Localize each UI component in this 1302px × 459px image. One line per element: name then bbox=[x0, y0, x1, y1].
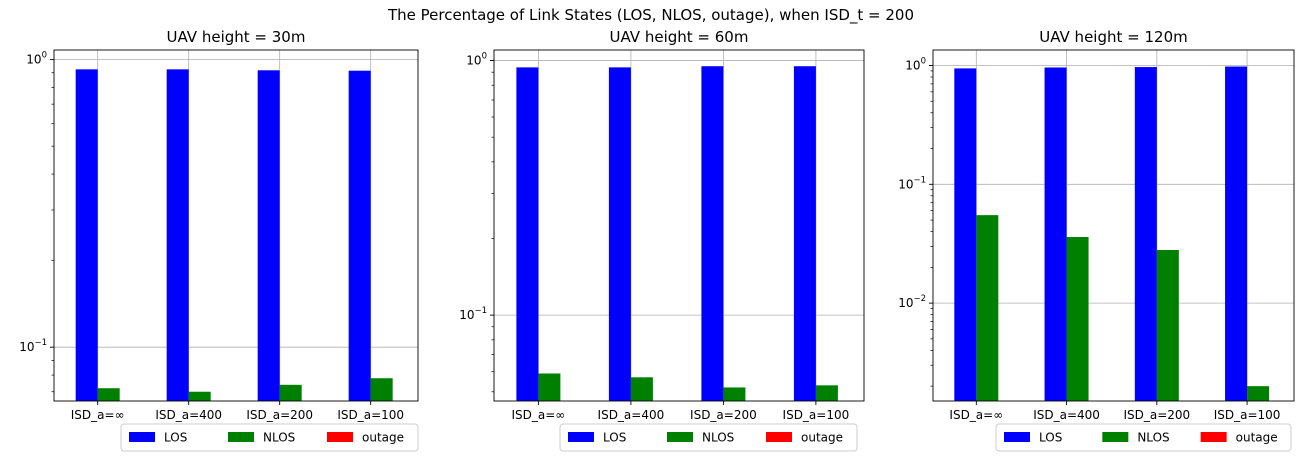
bars bbox=[75, 69, 393, 402]
axes-frame bbox=[932, 49, 1295, 402]
bar-nlos-2 bbox=[188, 391, 211, 401]
y-tick-labels: 100 10−1 bbox=[19, 51, 54, 354]
chart-title: UAV height = 60m bbox=[610, 28, 749, 46]
y-tick-labels: 100 10−1 10−2 bbox=[898, 56, 933, 310]
legend-swatch-nlos bbox=[667, 432, 693, 442]
axes-frame bbox=[493, 49, 865, 402]
y-tick-label: 100 bbox=[905, 56, 926, 72]
legend-label-los: LOS bbox=[164, 431, 187, 445]
y-tick-labels: 100 10−1 bbox=[459, 52, 494, 322]
legend-swatch-nlos bbox=[1102, 432, 1129, 442]
bar-nlos-3 bbox=[1156, 249, 1179, 401]
chart-title: UAV height = 30m bbox=[167, 28, 306, 46]
legend-label-los: LOS bbox=[1039, 431, 1062, 445]
bar-nlos-1 bbox=[538, 373, 561, 401]
bars bbox=[516, 66, 838, 402]
bar-los-2 bbox=[608, 67, 631, 402]
x-tick-label: ISD_a=200 bbox=[246, 408, 313, 422]
legend-label-nlos: NLOS bbox=[1137, 431, 1169, 445]
chart-title: UAV height = 120m bbox=[1039, 28, 1187, 46]
legend-swatch-outage bbox=[1200, 432, 1227, 442]
legend-swatch-los bbox=[129, 432, 155, 442]
bar-nlos-1 bbox=[976, 215, 999, 401]
bar-los-1 bbox=[954, 68, 977, 402]
x-tick-label: ISD_a=400 bbox=[1033, 408, 1100, 422]
bar-los-4 bbox=[793, 66, 816, 401]
legend: LOS NLOS outage bbox=[120, 423, 419, 452]
x-tick-label: ISD_a=100 bbox=[783, 408, 850, 422]
bar-los-1 bbox=[75, 69, 98, 401]
figure-suptitle: The Percentage of Link States (LOS, NLOS… bbox=[387, 6, 915, 24]
bar-los-2 bbox=[166, 69, 189, 401]
bar-los-3 bbox=[257, 70, 280, 401]
legend-label-nlos: NLOS bbox=[702, 431, 734, 445]
x-tick-label: ISD_a=400 bbox=[598, 408, 665, 422]
bar-los-2 bbox=[1044, 67, 1067, 401]
legend-box bbox=[995, 423, 1292, 452]
legend-label-outage: outage bbox=[801, 431, 843, 445]
y-tick-label: 100 bbox=[466, 52, 487, 68]
x-tick-label: ISD_a=200 bbox=[690, 408, 757, 422]
bar-nlos-4 bbox=[815, 385, 838, 401]
bar-nlos-2 bbox=[630, 377, 653, 401]
bar-los-3 bbox=[1134, 67, 1157, 401]
legend: LOS NLOS outage bbox=[995, 423, 1292, 452]
legend-swatch-outage bbox=[327, 432, 353, 442]
x-tick-label: ISD_a=200 bbox=[1123, 408, 1190, 422]
x-tick-labels: ISD_a=∞ ISD_a=400 ISD_a=200 ISD_a=100 bbox=[949, 401, 1280, 422]
bar-nlos-4 bbox=[370, 378, 393, 401]
bar-los-4 bbox=[1225, 66, 1248, 402]
bars bbox=[954, 66, 1270, 402]
y-tick-label: 10−1 bbox=[459, 306, 487, 322]
legend-label-outage: outage bbox=[1236, 431, 1278, 445]
legend-label-los: LOS bbox=[603, 431, 626, 445]
bar-nlos-3 bbox=[279, 384, 302, 401]
x-tick-label: ISD_a=100 bbox=[337, 408, 404, 422]
legend: LOS NLOS outage bbox=[559, 423, 858, 452]
x-tick-label: ISD_a=∞ bbox=[71, 408, 125, 422]
bar-nlos-2 bbox=[1066, 237, 1089, 401]
y-tick-label: 10−1 bbox=[19, 338, 47, 354]
axes-frame bbox=[53, 49, 419, 402]
x-tick-labels: ISD_a=∞ ISD_a=400 ISD_a=200 ISD_a=100 bbox=[511, 401, 849, 422]
x-tick-label: ISD_a=100 bbox=[1214, 408, 1281, 422]
y-tick-label: 100 bbox=[26, 51, 47, 67]
bar-nlos-1 bbox=[97, 388, 120, 401]
bar-nlos-3 bbox=[723, 387, 746, 401]
x-tick-labels: ISD_a=∞ ISD_a=400 ISD_a=200 ISD_a=100 bbox=[71, 401, 404, 422]
x-tick-label: ISD_a=∞ bbox=[949, 408, 1003, 422]
bar-los-1 bbox=[516, 67, 539, 402]
legend-swatch-los bbox=[568, 432, 594, 442]
legend-box bbox=[120, 423, 419, 452]
legend-box bbox=[559, 423, 858, 452]
legend-label-nlos: NLOS bbox=[263, 431, 295, 445]
bar-los-3 bbox=[701, 66, 724, 401]
legend-swatch-outage bbox=[766, 432, 792, 442]
x-tick-label: ISD_a=∞ bbox=[511, 408, 565, 422]
legend-label-outage: outage bbox=[362, 431, 404, 445]
x-tick-label: ISD_a=400 bbox=[155, 408, 222, 422]
legend-swatch-nlos bbox=[228, 432, 254, 442]
y-tick-label: 10−2 bbox=[898, 294, 926, 310]
bar-nlos-4 bbox=[1247, 386, 1270, 401]
bar-los-4 bbox=[348, 70, 371, 402]
legend-swatch-los bbox=[1004, 432, 1030, 442]
y-tick-label: 10−1 bbox=[898, 175, 926, 191]
